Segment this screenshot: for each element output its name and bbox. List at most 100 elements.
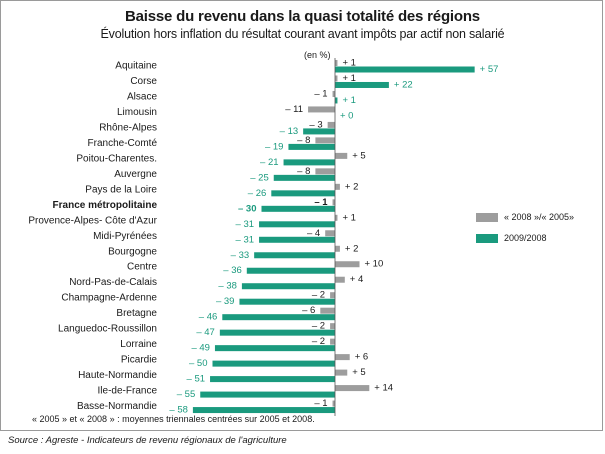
- chart-title: Baisse du revenu dans la quasi totalité …: [125, 8, 480, 25]
- bar-2009-2008-2: [335, 97, 338, 104]
- label-2009-2008-14: – 38: [218, 281, 237, 292]
- bar-2009-2008-18: [214, 345, 335, 352]
- label-2009-2008-20: – 51: [187, 374, 206, 385]
- category-label: Rhône-Alpes: [99, 122, 157, 133]
- label-2008-2005-6: + 5: [352, 150, 365, 161]
- category-label: Nord-Pas-de-Calais: [69, 277, 157, 288]
- label-2008-2005-0: + 1: [342, 58, 355, 69]
- bar-2008-2005-3: [308, 106, 335, 113]
- legend-swatch-2008-2005: [476, 212, 498, 222]
- category-label: Midi-Pyrénées: [93, 231, 157, 242]
- category-label: Provence-Alpes- Côte d'Azur: [28, 215, 157, 226]
- bar-2008-2005-14: [335, 276, 345, 283]
- label-2009-2008-3: + 0: [340, 110, 353, 121]
- bar-2009-2008-14: [241, 283, 335, 290]
- category-label: Basse-Normandie: [77, 401, 157, 412]
- label-2008-2005-3: – 11: [285, 104, 303, 115]
- bar-2008-2005-8: [335, 183, 340, 190]
- bar-2009-2008-17: [219, 329, 335, 336]
- label-2009-2008-17: – 47: [196, 327, 215, 338]
- bar-2008-2005-7: [315, 168, 335, 175]
- footnote: « 2005 » et « 2008 » : moyennes triennal…: [32, 414, 315, 424]
- legend-label-2008-2005: « 2008 »/« 2005»: [504, 212, 575, 222]
- bar-2009-2008-15: [239, 298, 335, 305]
- chart-frame: [0, 0, 603, 431]
- bar-2009-2008-22: [192, 407, 335, 414]
- legend-item-2008-2005: « 2008 »/« 2005»: [476, 212, 574, 222]
- bar-2009-2008-1: [335, 81, 389, 88]
- bar-2009-2008-16: [222, 314, 335, 321]
- label-2008-2005-17: – 2: [312, 321, 325, 332]
- label-2008-2005-1: + 1: [342, 73, 355, 84]
- label-2009-2008-22: – 58: [169, 405, 188, 416]
- bar-2009-2008-12: [254, 252, 335, 259]
- bar-2009-2008-9: [261, 205, 335, 212]
- label-2008-2005-13: + 10: [365, 259, 384, 270]
- category-label: Limousin: [117, 107, 157, 118]
- label-2009-2008-16: – 46: [199, 312, 218, 323]
- category-label: Picardie: [121, 355, 158, 366]
- label-2009-2008-6: – 21: [260, 157, 279, 168]
- bar-2009-2008-19: [212, 360, 335, 367]
- label-2009-2008-2: + 1: [342, 95, 355, 106]
- legend-item-2009-2008: 2009/2008: [476, 233, 547, 243]
- label-2008-2005-21: + 14: [374, 383, 393, 394]
- category-label: Lorraine: [120, 339, 157, 350]
- label-2008-2005-4: – 3: [309, 119, 322, 130]
- bar-2008-2005-19: [335, 354, 350, 361]
- category-label: Auvergne: [114, 169, 157, 180]
- label-2009-2008-5: – 19: [265, 141, 284, 152]
- label-2008-2005-20: + 5: [352, 367, 365, 378]
- bar-2008-2005-17: [330, 323, 335, 330]
- category-label: Bourgogne: [108, 246, 157, 257]
- label-2009-2008-7: – 25: [250, 172, 269, 183]
- bar-2008-2005-13: [335, 261, 360, 268]
- label-2008-2005-5: – 8: [297, 135, 310, 146]
- category-label: Haute-Normandie: [78, 370, 157, 381]
- category-label: Centre: [127, 262, 157, 273]
- label-2008-2005-18: – 2: [312, 336, 325, 347]
- bar-2008-2005-15: [330, 292, 335, 299]
- label-2009-2008-11: – 31: [236, 234, 255, 245]
- bar-2008-2005-12: [335, 245, 340, 252]
- label-2009-2008-13: – 36: [223, 265, 242, 276]
- bar-2009-2008-11: [259, 236, 335, 243]
- bar-2009-2008-5: [288, 143, 335, 150]
- label-2009-2008-21: – 55: [177, 389, 196, 400]
- bar-2009-2008-4: [303, 128, 335, 135]
- bar-2008-2005-4: [327, 121, 335, 128]
- label-2009-2008-18: – 49: [191, 343, 210, 354]
- category-label: Franche-Comté: [88, 138, 158, 149]
- bar-2009-2008-20: [210, 376, 335, 383]
- label-2008-2005-8: + 2: [345, 181, 358, 192]
- label-2009-2008-9: – 30: [238, 203, 257, 214]
- chart-subtitle: Évolution hors inflation du résultat cou…: [100, 27, 505, 41]
- bar-2009-2008-21: [200, 391, 335, 398]
- bar-2008-2005-22: [332, 400, 335, 407]
- category-label: Aquitaine: [115, 61, 157, 72]
- label-2009-2008-19: – 50: [189, 358, 208, 369]
- label-2008-2005-2: – 1: [314, 88, 327, 99]
- label-2009-2008-0: + 57: [480, 64, 499, 75]
- label-2009-2008-12: – 33: [231, 250, 250, 261]
- bar-2008-2005-18: [330, 338, 335, 345]
- category-label: Pays de la Loire: [85, 184, 157, 195]
- legend-label-2009-2008: 2009/2008: [504, 233, 547, 243]
- label-2008-2005-11: – 4: [307, 228, 320, 239]
- label-2008-2005-15: – 2: [312, 290, 325, 301]
- bar-2009-2008-8: [271, 190, 335, 197]
- label-2008-2005-9: – 1: [314, 197, 328, 208]
- label-2008-2005-22: – 1: [314, 398, 327, 409]
- bar-2008-2005-9: [332, 199, 335, 206]
- label-2008-2005-14: + 4: [350, 274, 363, 285]
- label-2009-2008-8: – 26: [248, 188, 267, 199]
- label-2008-2005-12: + 2: [345, 243, 358, 254]
- category-label: Champagne-Ardenne: [61, 293, 157, 304]
- source-note: Source : Agreste - Indicateurs de revenu…: [8, 435, 287, 446]
- bar-2008-2005-20: [335, 369, 348, 376]
- bar-2009-2008-10: [259, 221, 335, 228]
- category-label: Poitou-Charentes.: [76, 153, 157, 164]
- label-2008-2005-19: + 6: [355, 352, 368, 363]
- label-2008-2005-7: – 8: [297, 166, 310, 177]
